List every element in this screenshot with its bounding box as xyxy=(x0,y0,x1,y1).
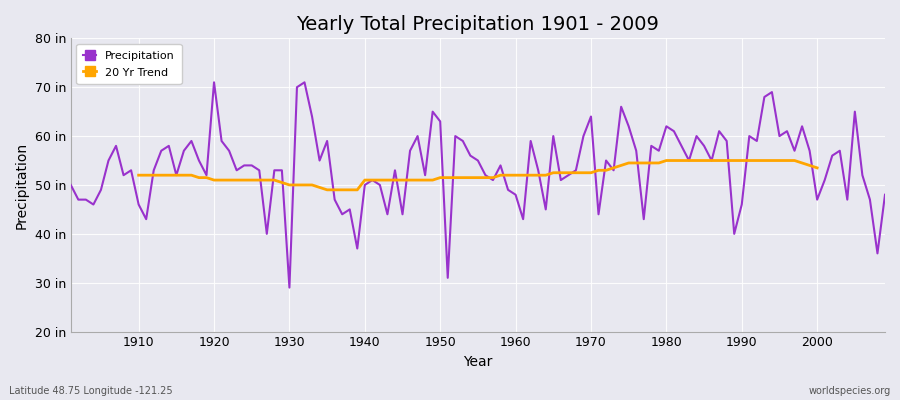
X-axis label: Year: Year xyxy=(464,355,492,369)
Legend: Precipitation, 20 Yr Trend: Precipitation, 20 Yr Trend xyxy=(76,44,182,84)
Title: Yearly Total Precipitation 1901 - 2009: Yearly Total Precipitation 1901 - 2009 xyxy=(296,15,660,34)
Text: worldspecies.org: worldspecies.org xyxy=(809,386,891,396)
Y-axis label: Precipitation: Precipitation xyxy=(15,141,29,228)
Text: Latitude 48.75 Longitude -121.25: Latitude 48.75 Longitude -121.25 xyxy=(9,386,173,396)
